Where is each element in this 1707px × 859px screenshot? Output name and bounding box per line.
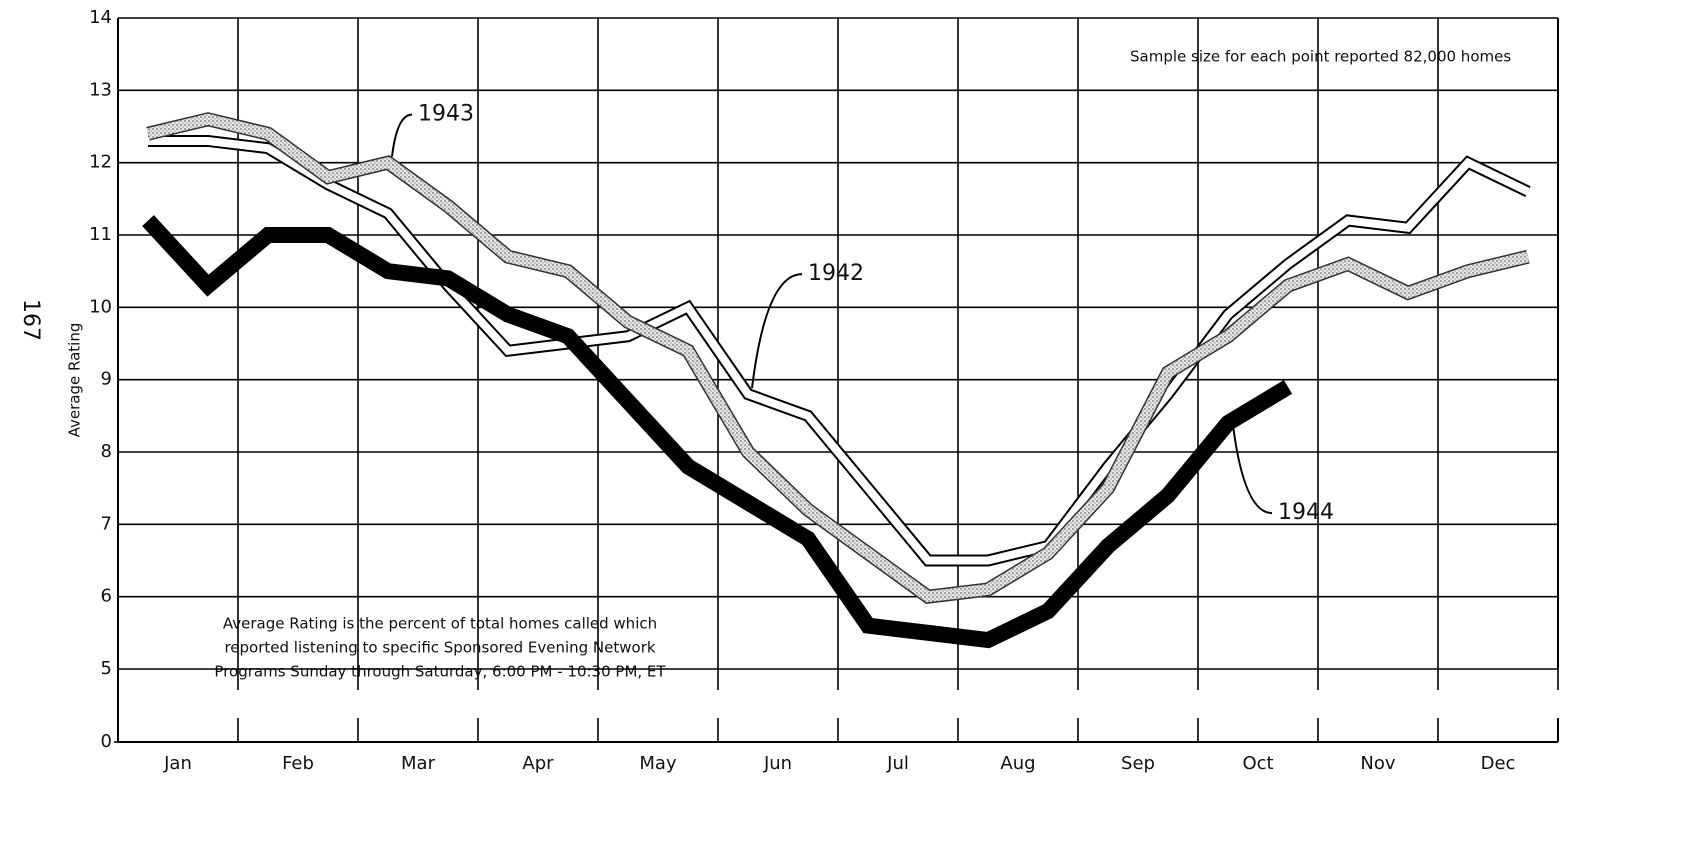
y-tick-label: 5 bbox=[101, 658, 112, 679]
annotation: reported listening to specific Sponsored… bbox=[224, 639, 655, 657]
x-tick-label: Dec bbox=[1481, 753, 1516, 774]
x-tick-label: Aug bbox=[1000, 753, 1035, 774]
x-tick-label: May bbox=[639, 753, 677, 774]
y-tick-label: 0 bbox=[101, 731, 112, 752]
y-tick-label: 9 bbox=[101, 369, 112, 390]
series-line bbox=[142, 215, 1293, 649]
leader bbox=[1231, 416, 1273, 515]
series-line bbox=[146, 113, 1530, 603]
annotation: Sample size for each point reported 82,0… bbox=[1130, 48, 1511, 66]
series-label: 1942 bbox=[808, 261, 864, 286]
y-tick-label: 12 bbox=[89, 152, 112, 173]
y-tick-label: 6 bbox=[101, 586, 112, 607]
x-tick-label: Jul bbox=[886, 753, 909, 774]
x-tick-label: Apr bbox=[522, 753, 554, 774]
x-tick-label: Oct bbox=[1242, 753, 1273, 774]
leader bbox=[751, 273, 803, 389]
leader bbox=[391, 113, 413, 157]
annotation: Programs Sunday through Saturday, 6:00 P… bbox=[214, 663, 666, 681]
y-tick-label: 11 bbox=[89, 224, 112, 245]
x-tick-label: Sep bbox=[1121, 753, 1155, 774]
x-tick-label: Feb bbox=[282, 753, 314, 774]
page-number: 167 bbox=[18, 299, 43, 341]
x-tick-label: Mar bbox=[401, 753, 436, 774]
series-label: 1943 bbox=[418, 102, 474, 127]
y-tick-label: 8 bbox=[101, 441, 112, 462]
y-axis-label: Average Rating bbox=[66, 323, 84, 438]
y-tick-label: 14 bbox=[89, 7, 112, 28]
x-tick-label: Jan bbox=[163, 753, 192, 774]
y-tick-label: 7 bbox=[101, 513, 112, 534]
x-tick-label: Jun bbox=[763, 753, 792, 774]
series-label: 1944 bbox=[1278, 500, 1334, 525]
y-tick-label: 13 bbox=[89, 79, 112, 100]
x-tick-label: Nov bbox=[1360, 753, 1395, 774]
series-line bbox=[148, 136, 1530, 565]
annotation: Average Rating is the percent of total h… bbox=[223, 615, 657, 633]
y-tick-label: 10 bbox=[89, 296, 112, 317]
